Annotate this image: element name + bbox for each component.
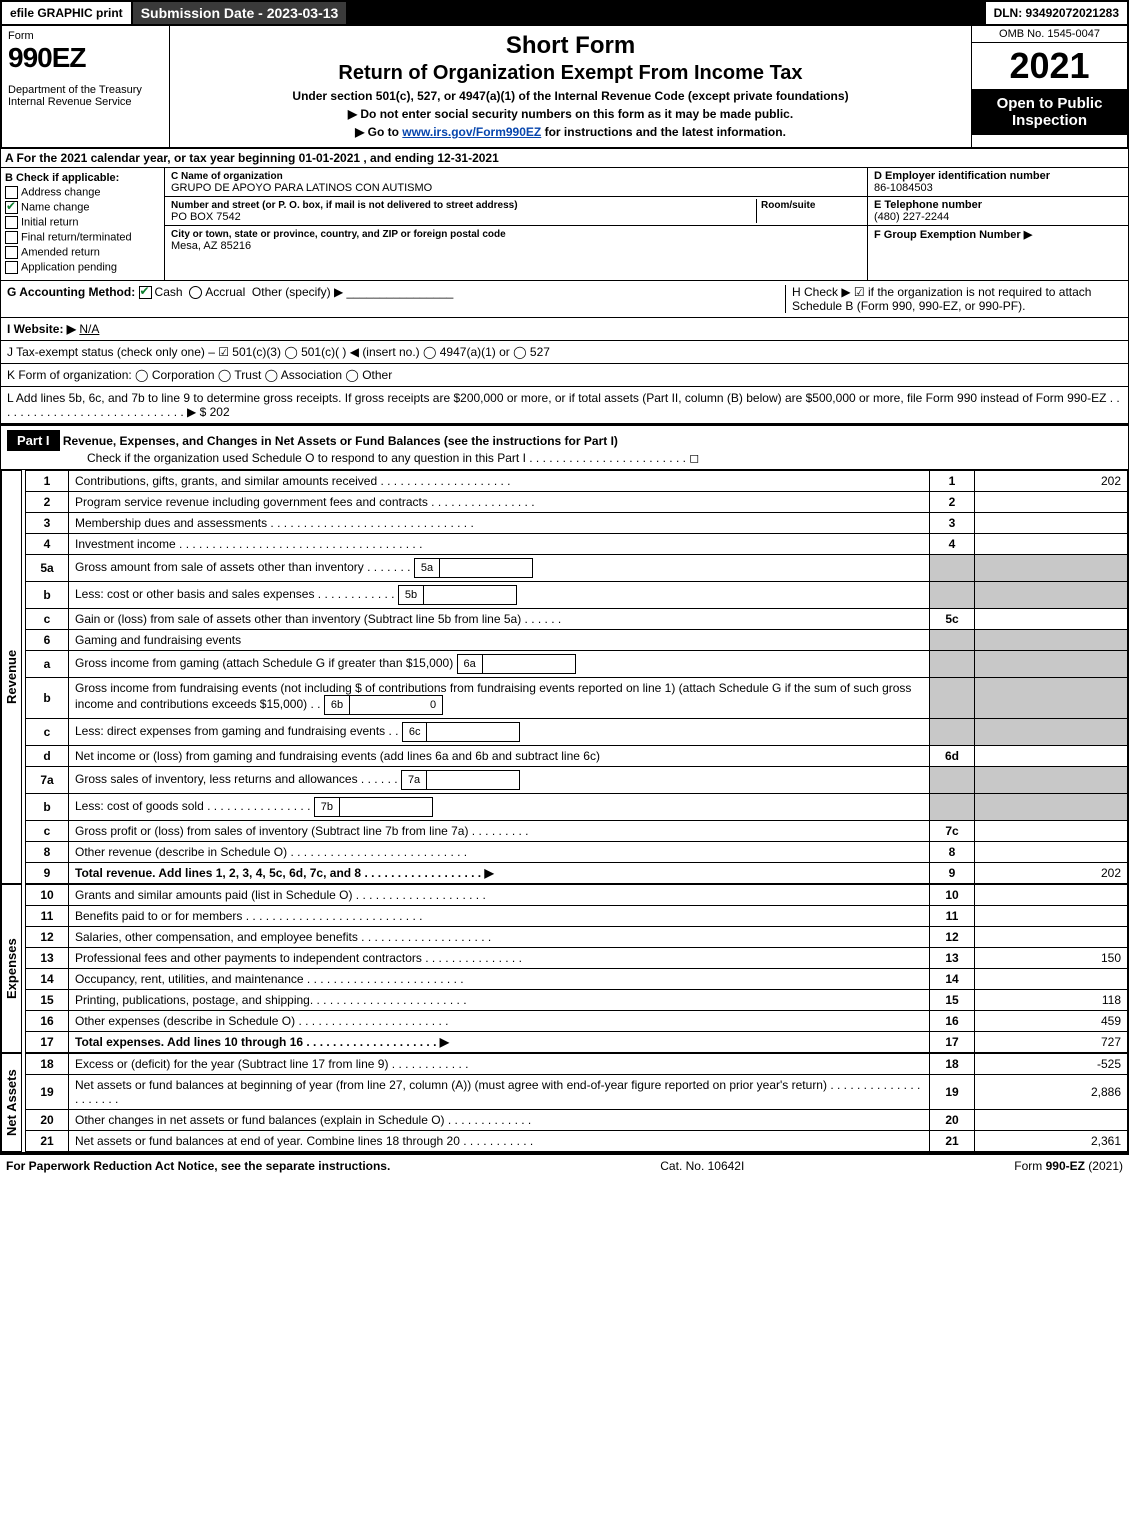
e-lbl: E Telephone number	[874, 199, 982, 211]
part1-label: Part I	[7, 430, 60, 451]
box-b: B Check if applicable: Address change Na…	[1, 168, 165, 280]
section-bcdef: B Check if applicable: Address change Na…	[0, 168, 1129, 281]
submission-date: Submission Date - 2023-03-13	[133, 2, 349, 24]
chk-final[interactable]: Final return/terminated	[5, 231, 160, 244]
dept-treasury: Department of the Treasury	[8, 84, 163, 96]
org-city: Mesa, AZ 85216	[171, 240, 251, 252]
box-def: D Employer identification number 86-1084…	[867, 168, 1128, 280]
omb-number: OMB No. 1545-0047	[972, 26, 1127, 43]
row-gh: G Accounting Method: Cash Accrual Other …	[1, 281, 1128, 318]
chk-pending[interactable]: Application pending	[5, 261, 160, 274]
f-lbl: F Group Exemption Number ▶	[874, 229, 1032, 241]
phone: (480) 227-2244	[874, 211, 949, 223]
main-title: Return of Organization Exempt From Incom…	[180, 62, 961, 85]
top-bar: efile GRAPHIC print Submission Date - 20…	[0, 0, 1129, 26]
rad-accrual[interactable]	[189, 286, 202, 299]
netassets-side-label: Net Assets	[1, 1053, 22, 1152]
c-city-lbl: City or town, state or province, country…	[171, 229, 506, 240]
part1-title: Revenue, Expenses, and Changes in Net As…	[63, 434, 618, 448]
expenses-side-label: Expenses	[1, 884, 22, 1053]
row-j: J Tax-exempt status (check only one) – ☑…	[1, 341, 1128, 364]
ssn-warning: ▶ Do not enter social security numbers o…	[180, 107, 961, 121]
revenue-section: Revenue 1Contributions, gifts, grants, a…	[0, 470, 1129, 884]
form-header: Form 990EZ Department of the Treasury In…	[0, 26, 1129, 147]
org-name: GRUPO DE APOYO PARA LATINOS CON AUTISMO	[171, 182, 432, 194]
expenses-section: Expenses 10Grants and similar amounts pa…	[0, 884, 1129, 1053]
dln: DLN: 93492072021283	[986, 2, 1127, 24]
short-form-title: Short Form	[180, 32, 961, 60]
revenue-side-label: Revenue	[1, 470, 22, 884]
goto-pre: ▶ Go to	[355, 125, 402, 139]
part1-check: Check if the organization used Schedule …	[7, 451, 699, 465]
chk-name[interactable]: Name change	[5, 201, 160, 214]
row-i: I Website: ▶ N/A	[1, 318, 1128, 341]
website-val: N/A	[79, 322, 99, 336]
chk-address[interactable]: Address change	[5, 186, 160, 199]
part1-header: Part I Revenue, Expenses, and Changes in…	[0, 424, 1129, 470]
expenses-table: 10Grants and similar amounts paid (list …	[25, 884, 1128, 1053]
row-a-text: A For the 2021 calendar year, or tax yea…	[5, 151, 499, 165]
subtitle: Under section 501(c), 527, or 4947(a)(1)…	[180, 89, 961, 103]
ein: 86-1084503	[874, 182, 933, 194]
chk-amended[interactable]: Amended return	[5, 246, 160, 259]
form-number: 990EZ	[8, 42, 163, 74]
chk-cash[interactable]	[139, 286, 152, 299]
c-name-lbl: C Name of organization	[171, 171, 283, 182]
box-b-title: B Check if applicable:	[5, 172, 160, 184]
efile-label: efile GRAPHIC print	[2, 2, 133, 24]
form-word: Form	[8, 30, 163, 42]
row-h: H Check ▶ ☑ if the organization is not r…	[785, 285, 1122, 313]
open-to-public: Open to Public Inspection	[972, 89, 1127, 135]
header-center: Short Form Return of Organization Exempt…	[170, 26, 972, 147]
goto-row: ▶ Go to www.irs.gov/Form990EZ for instru…	[180, 125, 961, 139]
goto-link[interactable]: www.irs.gov/Form990EZ	[402, 125, 541, 139]
c-street-lbl: Number and street (or P. O. box, if mail…	[171, 200, 518, 211]
netassets-section: Net Assets 18Excess or (deficit) for the…	[0, 1053, 1129, 1153]
irs-label: Internal Revenue Service	[8, 96, 163, 108]
row-k: K Form of organization: ◯ Corporation ◯ …	[1, 364, 1128, 387]
revenue-table: 1Contributions, gifts, grants, and simil…	[25, 470, 1128, 884]
netassets-table: 18Excess or (deficit) for the year (Subt…	[25, 1053, 1128, 1152]
footer: For Paperwork Reduction Act Notice, see …	[0, 1153, 1129, 1177]
d-lbl: D Employer identification number	[874, 170, 1050, 182]
header-right: OMB No. 1545-0047 2021 Open to Public In…	[972, 26, 1127, 147]
header-left: Form 990EZ Department of the Treasury In…	[2, 26, 170, 147]
row-g: G Accounting Method: Cash Accrual Other …	[7, 285, 453, 313]
box-c: C Name of organization GRUPO DE APOYO PA…	[165, 168, 867, 280]
footer-left: For Paperwork Reduction Act Notice, see …	[6, 1159, 390, 1173]
chk-initial[interactable]: Initial return	[5, 216, 160, 229]
row-l: L Add lines 5b, 6c, and 7b to line 9 to …	[1, 387, 1128, 424]
tax-year: 2021	[972, 43, 1127, 89]
org-street: PO BOX 7542	[171, 211, 241, 223]
footer-right: Form 990-EZ (2021)	[1014, 1159, 1123, 1173]
row-a: A For the 2021 calendar year, or tax yea…	[0, 147, 1129, 168]
goto-post: for instructions and the latest informat…	[541, 125, 786, 139]
footer-mid: Cat. No. 10642I	[660, 1159, 744, 1173]
c-room-lbl: Room/suite	[761, 200, 815, 211]
rows-ghijkl: G Accounting Method: Cash Accrual Other …	[0, 281, 1129, 424]
